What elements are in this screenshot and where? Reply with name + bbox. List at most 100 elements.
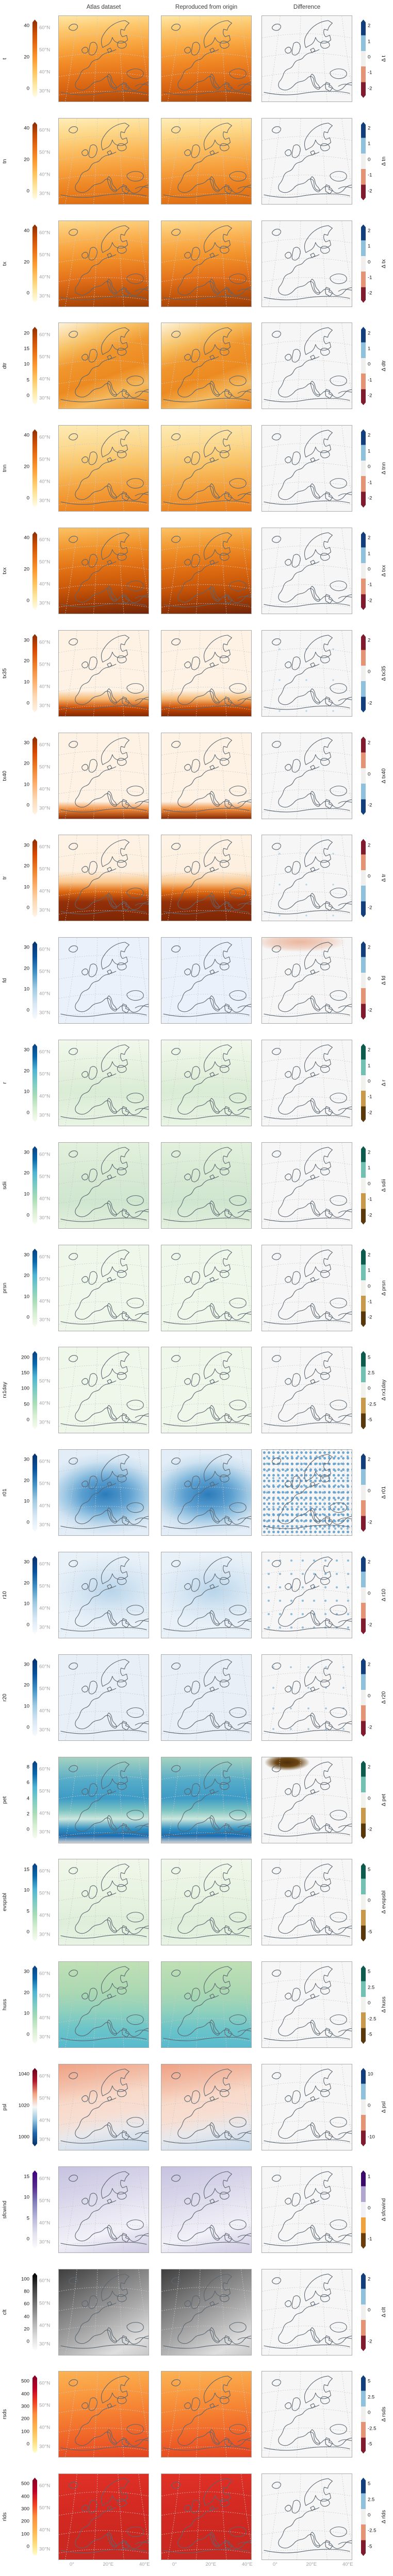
map-atlas [58, 630, 149, 717]
left-colorbar-ticks: 30 20 10 0 [8, 634, 31, 713]
europe-coastline [59, 16, 149, 101]
right-colorbar-tick: 2 [368, 1559, 371, 1565]
left-colorbar-tick: 40 [24, 228, 29, 234]
variable-label: r01 [2, 1488, 8, 1497]
right-colorbar-tick: 0 [368, 157, 371, 163]
lat-label: 30°N [39, 2239, 51, 2245]
right-colorbar-tick: 1 [368, 448, 371, 454]
lat-label: 60°N [39, 946, 51, 953]
delta-label: Δ huss [381, 1996, 387, 2013]
map-reproduced [161, 1756, 252, 1843]
variable-label: evspsbl [2, 1893, 8, 1912]
left-colorbar-tick: 0 [26, 598, 29, 604]
right-colorbar-tick: -2 [368, 290, 372, 296]
lat-label: 50°N [39, 662, 51, 668]
left-colorbar-ticks: 20 15 10 5 0 [8, 327, 31, 405]
lat-label: 50°N [39, 1378, 51, 1384]
right-colorbar-ticks: 1 0 -1 [367, 2171, 384, 2249]
europe-coastline [161, 1962, 251, 2048]
right-colorbar-tick: -2 [368, 700, 372, 706]
right-colorbar-ticks: 2 0 -2 [367, 1658, 384, 1737]
europe-coastline [59, 323, 149, 409]
left-colorbar-tick: 200 [21, 1354, 29, 1361]
lat-label: 50°N [39, 969, 51, 975]
right-colorbar-tick: -1 [368, 377, 372, 383]
panel-row-prsn: prsn 30 20 10 0 60°N 50°N 40°N 30°N 2 1 0 -1 -2 Δ … [0, 1244, 393, 1347]
lat-label: 30°N [39, 1522, 51, 1528]
lat-axis-labels: 60°N 50°N 40°N 30°N [39, 634, 58, 713]
left-colorbar-tick: 40 [24, 2314, 29, 2320]
right-colorbar-tick: 1 [368, 141, 371, 147]
left-colorbar-tick: 20 [24, 1170, 29, 1176]
map-reproduced [161, 15, 252, 102]
delta-label: Δ r10 [381, 1588, 387, 1602]
left-colorbar-tick: 0 [26, 1929, 29, 1935]
left-colorbar-tick: 0 [26, 2441, 29, 2447]
lat-axis-labels: 60°N 50°N 40°N 30°N [39, 1146, 58, 1225]
left-colorbar-tick: 40 [24, 432, 29, 438]
lat-label: 50°N [39, 1788, 51, 1794]
delta-label: Δ rsds [381, 2406, 387, 2422]
delta-label: Δ psl [381, 2101, 387, 2113]
right-colorbar-ticks: 2 0 -2 [367, 941, 384, 1020]
lat-axis-labels: 60°N 50°N 40°N 30°N [39, 532, 58, 610]
variable-label: rlds [2, 2512, 8, 2521]
left-colorbar-tick: 1040 [18, 2071, 29, 2077]
lat-label: 50°N [39, 1583, 51, 1589]
left-colorbar-ticks: 30 20 10 0 [8, 1453, 31, 1532]
right-colorbar-ticks: 2 1 0 -1 -2 [367, 225, 384, 303]
panel-row-rlds: rlds 500 400 300 200 100 0 60°N 50°N 40°N 30°N 5… [0, 2473, 393, 2576]
left-colorbar-tick: 30 [24, 740, 29, 746]
map-difference [261, 2473, 352, 2561]
right-colorbar-tick: -1 [368, 275, 372, 281]
lat-label: 40°N [39, 1400, 51, 1406]
panel-row-r01: r01 30 20 10 0 60°N 50°N 40°N 30°N 2 0 -2 Δ r01 [0, 1449, 393, 1552]
map-difference [261, 2371, 352, 2458]
left-colorbar-tick: 10 [24, 361, 29, 367]
left-colorbar-tick: 20 [24, 1580, 29, 1586]
delta-label: Δ clt [381, 2307, 387, 2317]
right-colorbar [361, 1965, 366, 2044]
lat-axis-labels: 60°N 50°N 40°N 30°N [39, 327, 58, 405]
right-colorbar-tick: -5 [368, 1929, 372, 1935]
right-colorbar-ticks: 2 0 -2 [367, 634, 384, 713]
europe-coastline [262, 1040, 352, 1126]
lat-axis-labels: 60°N 50°N 40°N 30°N [39, 1556, 58, 1634]
europe-coastline [59, 1142, 149, 1228]
left-colorbar-ticks: 40 20 0 [8, 20, 31, 98]
left-colorbar-tick: 10 [24, 1887, 29, 1893]
right-colorbar-ticks: 2 1 0 -1 -2 [367, 429, 384, 507]
variable-label: rx1day [2, 1382, 8, 1399]
right-colorbar-tick: -2.5 [368, 1401, 376, 1408]
right-colorbar-tick: -2 [368, 1314, 372, 1320]
lon-axis-labels: 0° 20°E 40°E [261, 2562, 353, 2569]
map-reproduced [161, 2371, 252, 2458]
right-colorbar [361, 1351, 366, 1430]
map-reproduced [161, 527, 252, 614]
right-colorbar-tick: -2.5 [368, 2426, 376, 2432]
right-colorbar-tick: 2 [368, 740, 371, 746]
left-colorbar [32, 1965, 37, 2044]
lat-axis-labels: 60°N 50°N 40°N 30°N [39, 839, 58, 917]
map-atlas [58, 1244, 149, 1331]
right-colorbar-ticks: 2 1 0 -1 -2 [367, 20, 384, 98]
left-colorbar-tick: 0 [26, 1417, 29, 1423]
lat-label: 40°N [39, 172, 51, 178]
map-reproduced [161, 2268, 252, 2355]
lat-label: 40°N [39, 1708, 51, 1714]
left-colorbar-ticks: 40 20 0 [8, 225, 31, 303]
lat-label: 40°N [39, 581, 51, 587]
map-reproduced [161, 937, 252, 1024]
map-atlas [58, 1859, 149, 1946]
left-colorbar-tick: 30 [24, 1149, 29, 1156]
map-reproduced [161, 2166, 252, 2253]
panel-row-rsds: rsds 500 400 300 200 100 0 60°N 50°N 40°N 30°N 5… [0, 2371, 393, 2473]
lat-label: 60°N [39, 639, 51, 646]
lat-label: 60°N [39, 2176, 51, 2182]
lat-axis-labels: 60°N 50°N 40°N 30°N [39, 737, 58, 815]
right-colorbar-tick: 1 [368, 2174, 371, 2180]
europe-coastline [262, 2269, 352, 2355]
right-colorbar-tick: 1 [368, 1063, 371, 1069]
lat-axis-labels: 60°N 50°N 40°N 30°N [39, 2478, 58, 2556]
right-colorbar-tick: 0 [368, 1897, 371, 1904]
